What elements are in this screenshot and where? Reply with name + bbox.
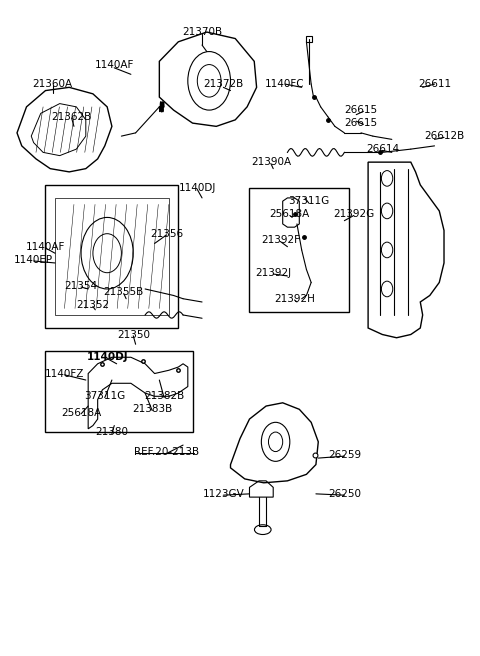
- Text: 21372B: 21372B: [203, 79, 243, 89]
- Text: 1140FC: 1140FC: [265, 79, 305, 89]
- Text: 37311G: 37311G: [288, 196, 329, 206]
- Text: 21390A: 21390A: [251, 157, 291, 167]
- Text: 37311G: 37311G: [84, 391, 125, 401]
- Text: 21392H: 21392H: [274, 294, 315, 304]
- Text: 21354: 21354: [64, 281, 97, 291]
- Text: 26611: 26611: [418, 79, 451, 89]
- Text: 1140EP: 1140EP: [14, 255, 53, 265]
- Text: 21362B: 21362B: [51, 112, 92, 121]
- Text: 21383B: 21383B: [132, 404, 172, 415]
- Text: 26612B: 26612B: [424, 131, 464, 141]
- Text: 25618A: 25618A: [61, 407, 101, 418]
- Text: 21382B: 21382B: [144, 391, 184, 401]
- Text: 1140FZ: 1140FZ: [45, 369, 84, 379]
- Text: 1140AF: 1140AF: [95, 60, 134, 70]
- Text: 1123GV: 1123GV: [203, 489, 244, 499]
- Text: 21350: 21350: [117, 329, 150, 340]
- Text: 25618A: 25618A: [270, 209, 310, 219]
- Text: 21356: 21356: [150, 229, 183, 239]
- Text: 26614: 26614: [366, 144, 399, 154]
- Text: 21360A: 21360A: [33, 79, 72, 89]
- Text: 21392J: 21392J: [255, 268, 291, 277]
- Text: 1140DJ: 1140DJ: [179, 183, 216, 193]
- Text: 26259: 26259: [328, 450, 361, 460]
- Text: 26615: 26615: [345, 118, 378, 128]
- Text: 21392G: 21392G: [333, 209, 374, 219]
- Text: 1140AF: 1140AF: [26, 241, 65, 252]
- Text: 21355B: 21355B: [104, 287, 144, 297]
- Text: 26250: 26250: [328, 489, 361, 499]
- Text: 1140DJ: 1140DJ: [86, 352, 128, 362]
- Text: 26615: 26615: [345, 105, 378, 115]
- Text: 21392F: 21392F: [261, 236, 300, 245]
- Text: 21352: 21352: [76, 300, 109, 310]
- Text: 21380: 21380: [96, 427, 128, 437]
- Text: REF.20-213B: REF.20-213B: [134, 447, 199, 457]
- Text: 21370B: 21370B: [182, 27, 222, 37]
